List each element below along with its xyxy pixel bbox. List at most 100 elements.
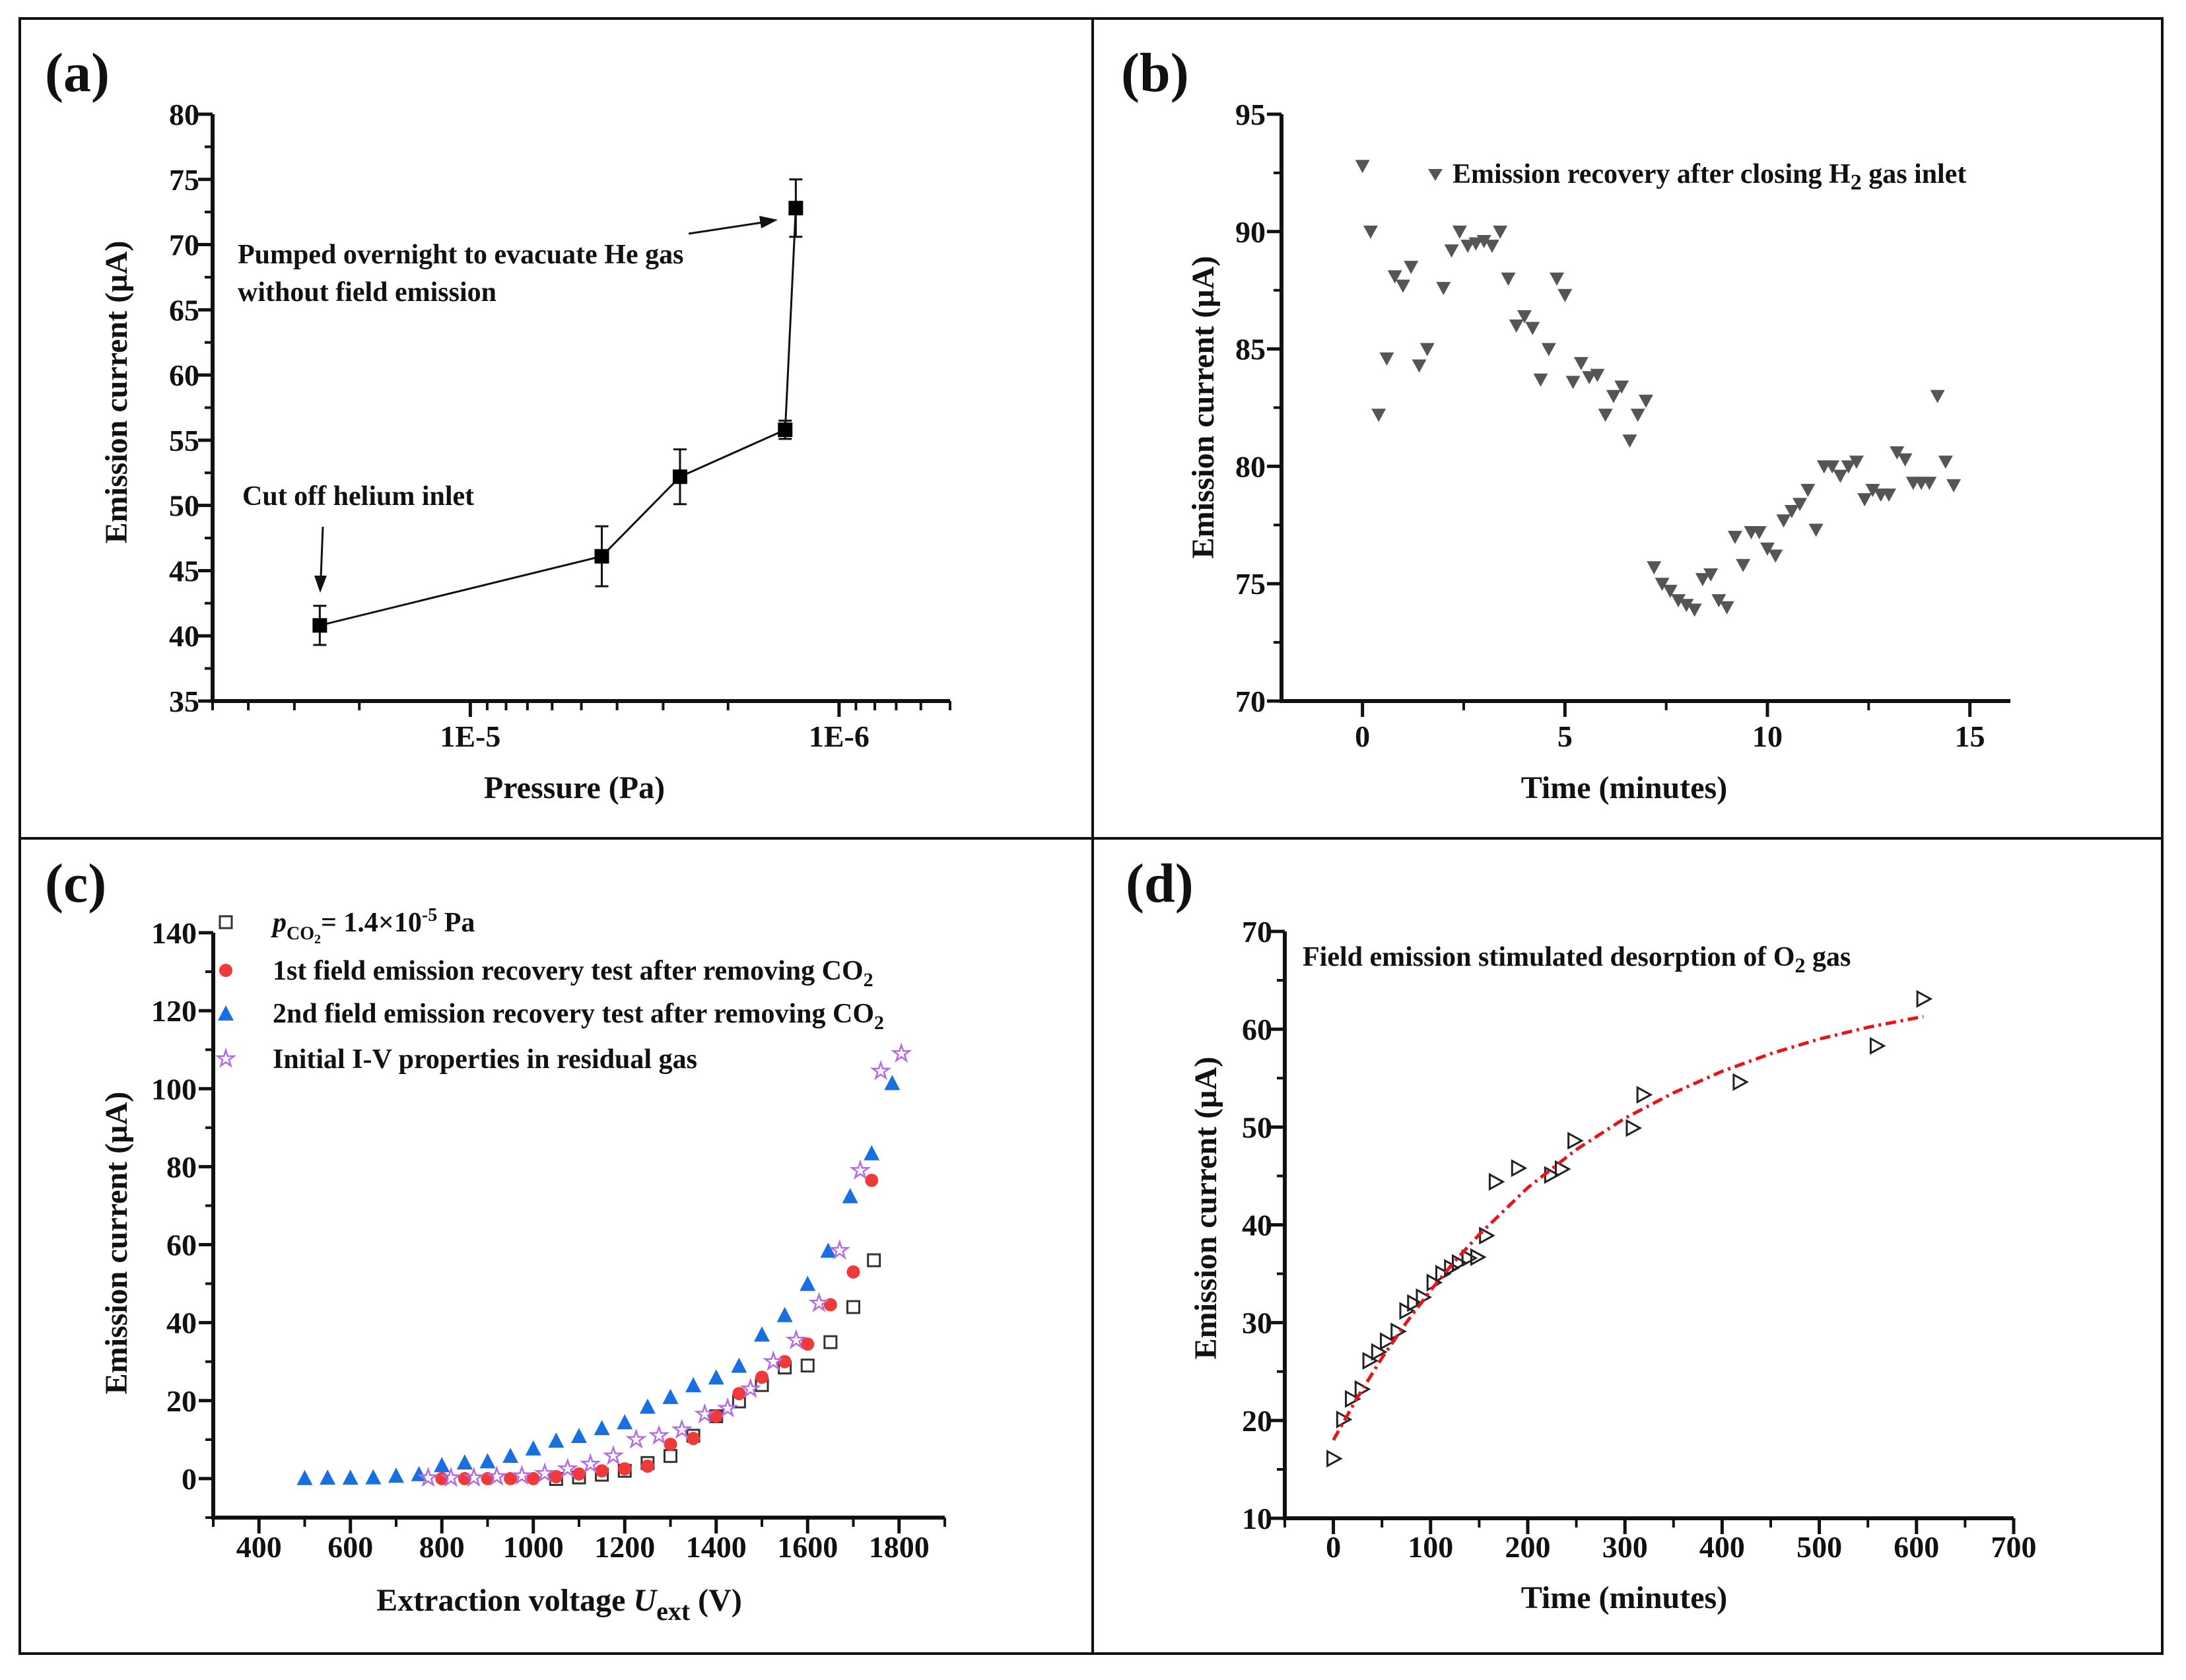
- legend-c-row-4: Initial I-V properties in residual gas: [273, 1044, 697, 1075]
- data-point: [823, 1335, 838, 1349]
- y-tick-label: 80: [1235, 450, 1266, 483]
- outer-frame: [18, 17, 2164, 1655]
- data-point: [785, 1329, 807, 1350]
- x-title-c-text: Extraction voltage: [376, 1583, 633, 1618]
- data-point: [671, 1419, 693, 1439]
- y-tick-label: 95: [1235, 98, 1266, 131]
- y-tick-label: 80: [166, 1150, 197, 1184]
- data-point: [788, 201, 803, 216]
- y-tick-label: 45: [169, 554, 199, 588]
- data-point: [1922, 477, 1937, 490]
- data-point: [829, 1239, 850, 1260]
- y-tick-label: 90: [1235, 215, 1266, 249]
- y-tick-label: 30: [1242, 1306, 1272, 1340]
- legend-b-text: Emission recovery after closing H: [1452, 159, 1851, 189]
- legend-c-sub: CO: [287, 924, 314, 944]
- x-tick-label: 1E-6: [809, 720, 870, 753]
- legend-b-after: gas inlet: [1862, 159, 1967, 189]
- annotation-d-text: Field emission stimulated desorption of …: [1303, 942, 1795, 972]
- y-tick-label: 60: [169, 358, 199, 392]
- y-tick-label: 40: [1242, 1209, 1272, 1242]
- x-tick-label: 700: [1991, 1530, 2037, 1564]
- data-point: [1436, 282, 1451, 296]
- data-point: [778, 1355, 792, 1368]
- y-tick-label: 85: [1235, 333, 1266, 366]
- data-point: [1363, 225, 1378, 239]
- data-point: [1768, 549, 1783, 563]
- panel-label-d: (d): [1126, 853, 1194, 914]
- data-point: [1800, 483, 1816, 497]
- data-point: [890, 1042, 912, 1063]
- data-point: [732, 1387, 746, 1401]
- legend-marker-triangle-down: [1428, 169, 1443, 181]
- data-point: [1598, 409, 1613, 422]
- data-point: [1752, 525, 1767, 539]
- legend-b-label: Emission recovery after closing H2 gas i…: [1452, 159, 1966, 195]
- data-point: [755, 1370, 769, 1384]
- annotation-d: Field emission stimulated desorption of …: [1303, 942, 1851, 977]
- data-point: [511, 1464, 533, 1485]
- y-axis-title-a: Emission current (µA): [99, 241, 134, 544]
- data-point: [1833, 469, 1848, 483]
- data-point: [1407, 1294, 1423, 1312]
- data-point: [1590, 368, 1605, 382]
- data-point: [1541, 343, 1556, 356]
- x-tick-label: 500: [1796, 1530, 1842, 1564]
- data-point: [801, 1337, 815, 1351]
- data-point: [1380, 1332, 1396, 1351]
- data-point: [1371, 1343, 1388, 1361]
- annotation-cutoff: Cut off helium inlet: [242, 481, 474, 512]
- x-tick-label: 15: [1955, 720, 1985, 753]
- legend-marker-open-star: [215, 1047, 237, 1068]
- data-point: [1484, 240, 1499, 253]
- data-point: [1573, 356, 1588, 370]
- y-tick-label: 10: [1242, 1502, 1272, 1535]
- data-point: [808, 1292, 830, 1313]
- data-point: [1695, 573, 1710, 587]
- data-point: [1362, 1351, 1379, 1370]
- y-tick-label: 100: [151, 1072, 197, 1106]
- y-tick-label: 140: [151, 916, 197, 950]
- y-tick-label: 65: [169, 293, 199, 327]
- data-point: [1452, 225, 1467, 239]
- legend-c-row-3-text: 2nd field emission recovery test after r…: [273, 999, 874, 1029]
- data-point: [486, 1465, 508, 1486]
- x-title-c-sub: ext: [656, 1596, 691, 1626]
- data-point: [800, 1275, 816, 1291]
- data-point: [1687, 603, 1702, 617]
- data-point: [763, 1350, 784, 1371]
- x-title-c-italic: U: [633, 1583, 658, 1618]
- data-point: [1639, 394, 1653, 408]
- panel-label-b: (b): [1121, 42, 1189, 104]
- data-point: [342, 1469, 359, 1485]
- x-tick-label: 1200: [594, 1530, 655, 1564]
- data-point: [594, 549, 609, 564]
- data-point: [557, 1458, 578, 1478]
- data-point: [440, 1466, 462, 1487]
- data-point: [548, 1432, 564, 1448]
- data-point: [1614, 380, 1629, 394]
- data-point: [1679, 599, 1694, 613]
- panel-label-c: (c): [45, 853, 106, 914]
- y-tick-label: 70: [1242, 915, 1272, 949]
- legend-marker-circle: [219, 964, 232, 977]
- data-point: [1776, 514, 1791, 528]
- fit-curve: [1332, 1015, 1924, 1441]
- x-tick-label: 1E-5: [440, 720, 500, 753]
- x-title-c-after: (V): [690, 1583, 742, 1618]
- data-point: [694, 1403, 716, 1424]
- y-axis-title-c: Emission current (µA): [99, 1092, 134, 1395]
- annotation-d-after: gas: [1806, 942, 1851, 972]
- data-point: [312, 618, 327, 633]
- legend-c-subsub: 2: [314, 932, 321, 947]
- legend-c-sup: -5: [422, 905, 437, 925]
- series-fit: [1332, 1015, 1924, 1441]
- data-point: [434, 1457, 450, 1473]
- data-point: [739, 1378, 761, 1398]
- data-point: [526, 1471, 540, 1485]
- data-point: [1488, 1172, 1505, 1191]
- y-tick-label: 20: [166, 1384, 197, 1418]
- data-point: [1460, 240, 1476, 253]
- data-point: [1501, 272, 1516, 286]
